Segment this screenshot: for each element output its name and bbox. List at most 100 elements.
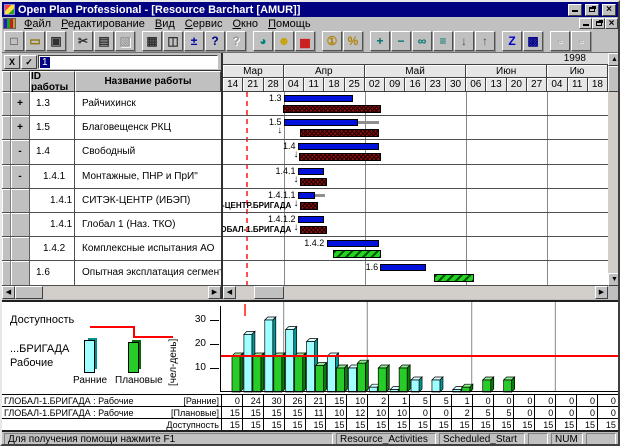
planned-bar[interactable] bbox=[300, 177, 328, 186]
early-bar[interactable] bbox=[297, 143, 379, 151]
planned-bar[interactable] bbox=[300, 129, 379, 138]
early-bar[interactable] bbox=[283, 119, 358, 127]
table-row[interactable]: 1.4.1 Глобал 1 (Наз. ТКО) bbox=[2, 212, 221, 238]
activity-id-cell: 1.4.1 bbox=[30, 164, 75, 188]
planned-bar[interactable] bbox=[333, 250, 382, 259]
pane-splitter[interactable] bbox=[221, 53, 223, 299]
early-bar[interactable] bbox=[380, 264, 426, 272]
help-button[interactable]: ? bbox=[205, 31, 225, 51]
move-down-button[interactable]: ↓ bbox=[454, 31, 474, 51]
zoom-button[interactable]: Z bbox=[502, 31, 522, 51]
column-header-name[interactable]: Название работы bbox=[75, 71, 221, 92]
remove-button[interactable]: − bbox=[391, 31, 411, 51]
menu-item-1[interactable]: Редактирование bbox=[61, 17, 145, 30]
menu-item-3[interactable]: Сервис bbox=[184, 17, 223, 30]
table-row[interactable]: +1.3 Райчихинск bbox=[2, 92, 221, 117]
resource-button[interactable]: ☻ bbox=[274, 31, 294, 51]
table-row[interactable]: 1.6 Опытная эксплатация сегмента bbox=[2, 261, 221, 286]
planned-bar[interactable] bbox=[300, 225, 328, 234]
print-button[interactable]: ▦ bbox=[142, 31, 162, 51]
menu-item-4[interactable]: Окно bbox=[232, 17, 259, 30]
expander-cell[interactable] bbox=[11, 212, 30, 237]
expander-cell[interactable] bbox=[11, 188, 30, 212]
scroll-down-icon[interactable]: ▼ bbox=[608, 273, 618, 286]
link-button[interactable]: ∞ bbox=[412, 31, 432, 51]
cut-button[interactable]: ✂ bbox=[73, 31, 93, 51]
app-icon[interactable] bbox=[4, 4, 15, 15]
cost-button[interactable]: ① bbox=[322, 31, 342, 51]
table-row[interactable]: -1.4 Свободный bbox=[2, 140, 221, 165]
early-bar[interactable] bbox=[297, 191, 316, 199]
menu-item-2[interactable]: Вид bbox=[154, 17, 175, 30]
child-minimize-button[interactable] bbox=[579, 18, 592, 29]
restore-button[interactable] bbox=[585, 3, 599, 16]
update-button[interactable]: ± bbox=[184, 31, 204, 51]
close-button[interactable]: × bbox=[602, 3, 616, 16]
copy-button[interactable]: ▤ bbox=[94, 31, 114, 51]
week-cell: 02 bbox=[364, 78, 386, 92]
minimize-button[interactable] bbox=[568, 3, 582, 16]
availability-step-line-icon bbox=[133, 336, 173, 338]
scroll-up-icon[interactable]: ▲ bbox=[608, 53, 618, 66]
pane-divider[interactable] bbox=[2, 300, 618, 302]
table-row[interactable]: 1.4.1 СИТЭК-ЦЕНТР (ИБЭП) bbox=[2, 188, 221, 213]
child-restore-button[interactable] bbox=[592, 18, 605, 29]
histogram-button[interactable]: ▅ bbox=[295, 31, 315, 51]
child-system-menu-icon[interactable] bbox=[3, 18, 16, 29]
early-bar[interactable] bbox=[297, 215, 324, 223]
edit-input[interactable]: 1 bbox=[38, 55, 218, 69]
move-up-button[interactable]: ↑ bbox=[475, 31, 495, 51]
gantt-vertical-scrollbar[interactable]: ▲ ▼ bbox=[608, 53, 618, 286]
edit-cancel-button[interactable]: X bbox=[4, 55, 20, 69]
edit-accept-button[interactable]: ✓ bbox=[21, 55, 37, 69]
planned-bar[interactable] bbox=[433, 274, 475, 283]
link-bars-button[interactable]: ≡ bbox=[433, 31, 453, 51]
view-button[interactable]: ▩ bbox=[523, 31, 543, 51]
month-gridline bbox=[466, 92, 468, 286]
extra2-button[interactable]: ▫ bbox=[571, 31, 591, 51]
gantt-row: 1.6 bbox=[223, 261, 608, 286]
planned-bar[interactable] bbox=[282, 105, 382, 113]
gantt-horizontal-scrollbar[interactable]: ◀ ▶ bbox=[223, 286, 608, 299]
add-button[interactable]: + bbox=[370, 31, 390, 51]
context-help-button[interactable]: ? bbox=[226, 31, 246, 51]
open-button[interactable]: ▭ bbox=[25, 31, 45, 51]
table-row[interactable]: +1.5 Благовещенск РКЦ bbox=[2, 116, 221, 141]
new-button[interactable]: □ bbox=[4, 31, 24, 51]
expander-cell[interactable]: + bbox=[11, 92, 30, 116]
paste-button[interactable]: ▧ bbox=[115, 31, 135, 51]
early-bar[interactable] bbox=[297, 167, 324, 175]
planned-bar[interactable] bbox=[300, 201, 318, 210]
activity-name-cell: Опытная эксплатация сегмента bbox=[82, 267, 221, 279]
planned-bar[interactable] bbox=[298, 153, 382, 162]
expander-cell[interactable]: - bbox=[11, 140, 30, 164]
expander-cell[interactable]: + bbox=[11, 116, 30, 140]
scrollbar-thumb[interactable] bbox=[254, 286, 284, 299]
table-row[interactable]: 1.4.2 Комплексные испытания АО bbox=[2, 237, 221, 262]
extra1-button[interactable]: ▫ bbox=[550, 31, 570, 51]
menu-item-5[interactable]: Помощь bbox=[268, 17, 311, 30]
preview-button[interactable]: ◫ bbox=[163, 31, 183, 51]
left-horizontal-scrollbar[interactable]: ◀ ▶ bbox=[2, 286, 221, 299]
scroll-right-icon[interactable]: ▶ bbox=[208, 286, 221, 299]
column-header-id[interactable]: ID работы bbox=[30, 71, 75, 93]
expander-column[interactable] bbox=[11, 71, 30, 92]
table-row[interactable]: -1.4.1 Монтажные, ПНР и ПрИ" bbox=[2, 164, 221, 189]
scroll-right-icon[interactable]: ▶ bbox=[595, 286, 608, 299]
percent-button[interactable]: % bbox=[343, 31, 363, 51]
child-close-button[interactable]: × bbox=[605, 18, 618, 29]
early-bar[interactable] bbox=[326, 240, 379, 248]
scrollbar-thumb[interactable] bbox=[608, 66, 618, 92]
scroll-left-icon[interactable]: ◀ bbox=[2, 286, 15, 299]
row-header-column[interactable] bbox=[2, 71, 11, 92]
menu-item-0[interactable]: Файл bbox=[24, 17, 52, 30]
scroll-left-icon[interactable]: ◀ bbox=[223, 286, 236, 299]
expander-cell[interactable] bbox=[11, 261, 30, 285]
expander-cell[interactable]: - bbox=[11, 164, 30, 188]
month-cell: Ию bbox=[547, 64, 608, 78]
save-button[interactable]: ▣ bbox=[46, 31, 66, 51]
early-bar[interactable] bbox=[283, 95, 353, 102]
scrollbar-thumb[interactable] bbox=[15, 286, 43, 299]
time-analysis-button[interactable]: ◕ bbox=[253, 31, 273, 51]
expander-cell[interactable] bbox=[11, 237, 30, 261]
